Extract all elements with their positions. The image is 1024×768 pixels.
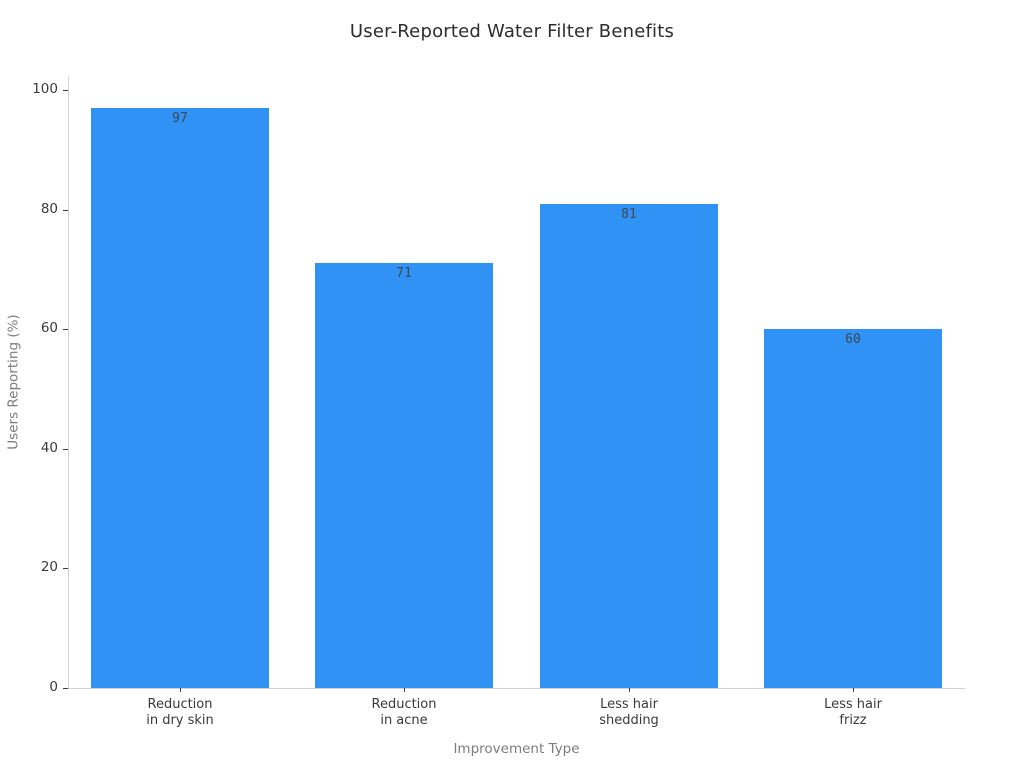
- bar: 97: [91, 108, 269, 688]
- bar-value-label: 71: [396, 266, 412, 281]
- y-tick-label: 20: [40, 559, 58, 575]
- x-tick-label: Reduction in dry skin: [146, 697, 214, 728]
- y-tick-mark: [63, 329, 68, 330]
- y-tick-label: 100: [32, 81, 58, 97]
- y-axis-line: [68, 76, 69, 688]
- plot-area: 0 20 40 60 80 100 97 71 81 60 Reduction in dry s…: [32, 76, 965, 728]
- y-axis-title-column: Users Reporting (%): [0, 76, 28, 688]
- x-tick-label: Less hair frizz: [824, 697, 882, 728]
- bar: 81: [540, 204, 718, 688]
- x-axis-title: Improvement Type: [453, 741, 580, 757]
- bar-value-label: 60: [845, 332, 861, 347]
- bar-value-label: 97: [172, 111, 188, 126]
- x-tick-mark: [180, 688, 181, 692]
- bar-value-label: 81: [621, 207, 637, 222]
- y-tick-mark: [63, 688, 68, 689]
- y-tick-mark: [63, 90, 68, 91]
- x-tick-mark: [404, 688, 405, 692]
- y-tick-mark: [63, 210, 68, 211]
- x-tick-mark: [629, 688, 630, 692]
- x-tick-label: Less hair shedding: [599, 697, 659, 728]
- y-tick-label: 60: [40, 320, 58, 336]
- x-tick-mark: [853, 688, 854, 692]
- y-tick-label: 80: [40, 201, 58, 217]
- x-axis-line: [68, 688, 965, 689]
- x-tick-label: Reduction in acne: [371, 697, 437, 728]
- bar: 60: [764, 329, 942, 688]
- bar: 71: [315, 263, 493, 688]
- y-tick-label: 0: [49, 679, 58, 695]
- y-tick-label: 40: [40, 440, 58, 456]
- chart-title: User-Reported Water Filter Benefits: [349, 21, 675, 42]
- y-tick-mark: [63, 568, 68, 569]
- y-tick-mark: [63, 449, 68, 450]
